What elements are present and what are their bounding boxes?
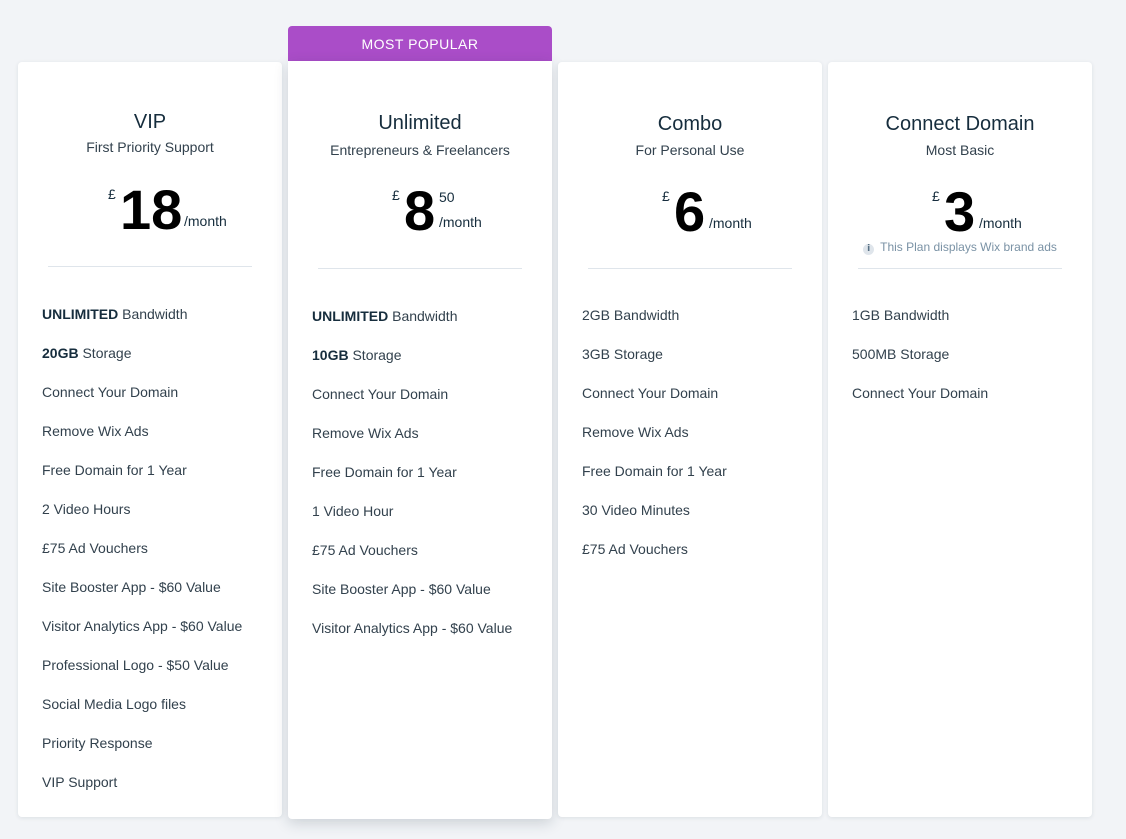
currency-symbol: £ xyxy=(392,187,400,203)
feature-item: £75 Ad Vouchers xyxy=(42,540,148,556)
feature-item: Priority Response xyxy=(42,735,153,751)
plan-card-connect-domain[interactable]: Connect Domain Most Basic £ 3 /month i Th… xyxy=(828,62,1092,817)
brand-ads-note-text: This Plan displays Wix brand ads xyxy=(880,240,1057,254)
price-period: /month xyxy=(439,214,482,230)
feature-item: Free Domain for 1 Year xyxy=(312,464,457,480)
divider xyxy=(858,268,1062,269)
plan-name: Unlimited xyxy=(378,112,462,134)
feature-list: UNLIMITED Bandwidth 10GB Storage Connect… xyxy=(312,308,542,659)
plan-card-unlimited[interactable]: Unlimited Entrepreneurs & Freelancers £ … xyxy=(288,61,552,819)
price-amount: 6 xyxy=(674,180,706,243)
price-amount: 3 xyxy=(944,180,976,243)
feature-item: UNLIMITED Bandwidth xyxy=(312,308,458,324)
price-cents: 50 xyxy=(439,189,455,205)
plan-card-combo[interactable]: Combo For Personal Use £ 6 /month 2GB Ba… xyxy=(558,62,822,817)
plan-card-vip[interactable]: VIP First Priority Support £ 18 /month U… xyxy=(18,62,282,817)
feature-item: Site Booster App - $60 Value xyxy=(312,581,491,597)
brand-ads-note: i This Plan displays Wix brand ads xyxy=(828,240,1092,255)
feature-item: Connect Your Domain xyxy=(42,384,179,400)
feature-item: 3GB Storage xyxy=(582,346,663,362)
divider xyxy=(48,266,252,267)
feature-item: Professional Logo - $50 Value xyxy=(42,657,229,673)
currency-symbol: £ xyxy=(108,186,116,202)
plan-price: £ 3 /month xyxy=(828,182,1092,242)
feature-item: 2 Video Hours xyxy=(42,501,131,517)
price-amount: 18 xyxy=(120,178,183,241)
divider xyxy=(588,268,792,269)
feature-item: Remove Wix Ads xyxy=(42,423,149,439)
feature-item: Connect Your Domain xyxy=(312,386,449,402)
feature-item: 2GB Bandwidth xyxy=(582,307,680,323)
feature-item: VIP Support xyxy=(42,774,118,790)
price-period: /month xyxy=(979,215,1022,231)
currency-symbol: £ xyxy=(932,188,940,204)
feature-item: Connect Your Domain xyxy=(852,385,989,401)
plan-name: Connect Domain xyxy=(885,113,1035,135)
feature-list: 1GB Bandwidth 500MB Storage Connect Your… xyxy=(852,307,1082,424)
price-period: /month xyxy=(709,215,752,231)
plan-subtitle: For Personal Use xyxy=(635,142,745,158)
feature-item: 1 Video Hour xyxy=(312,503,394,519)
feature-item: UNLIMITED Bandwidth xyxy=(42,306,188,322)
feature-item: Connect Your Domain xyxy=(582,385,719,401)
feature-item: Free Domain for 1 Year xyxy=(42,462,187,478)
plan-name: Combo xyxy=(657,113,723,135)
feature-item: 30 Video Minutes xyxy=(582,502,690,518)
feature-item: £75 Ad Vouchers xyxy=(582,541,688,557)
feature-list: UNLIMITED Bandwidth 20GB Storage Connect… xyxy=(42,306,272,813)
currency-symbol: £ xyxy=(662,188,670,204)
most-popular-banner: MOST POPULAR xyxy=(288,26,552,62)
feature-item: 10GB Storage xyxy=(312,347,402,363)
feature-item: 500MB Storage xyxy=(852,346,950,362)
feature-item: Visitor Analytics App - $60 Value xyxy=(312,620,513,636)
plan-subtitle: Most Basic xyxy=(925,142,995,158)
feature-item: Remove Wix Ads xyxy=(582,424,689,440)
price-period: /month xyxy=(184,213,227,229)
plan-price: £ 8 50 /month xyxy=(288,181,552,241)
plan-subtitle: First Priority Support xyxy=(86,139,214,155)
feature-item: 1GB Bandwidth xyxy=(852,307,950,323)
plan-name: VIP xyxy=(133,111,167,133)
price-amount: 8 xyxy=(404,179,436,242)
feature-item: £75 Ad Vouchers xyxy=(312,542,418,558)
feature-item: Free Domain for 1 Year xyxy=(582,463,727,479)
feature-list: 2GB Bandwidth 3GB Storage Connect Your D… xyxy=(582,307,812,580)
info-icon[interactable]: i xyxy=(863,244,875,255)
feature-item: Remove Wix Ads xyxy=(312,425,419,441)
plan-subtitle: Entrepreneurs & Freelancers xyxy=(330,142,510,158)
feature-item: Visitor Analytics App - $60 Value xyxy=(42,618,243,634)
feature-item: Site Booster App - $60 Value xyxy=(42,579,221,595)
most-popular-label: MOST POPULAR xyxy=(361,36,479,52)
plan-price: £ 18 /month xyxy=(18,180,282,240)
feature-item: Social Media Logo files xyxy=(42,696,186,712)
divider xyxy=(318,268,522,269)
plan-price: £ 6 /month xyxy=(558,182,822,242)
feature-item: 20GB Storage xyxy=(42,345,132,361)
